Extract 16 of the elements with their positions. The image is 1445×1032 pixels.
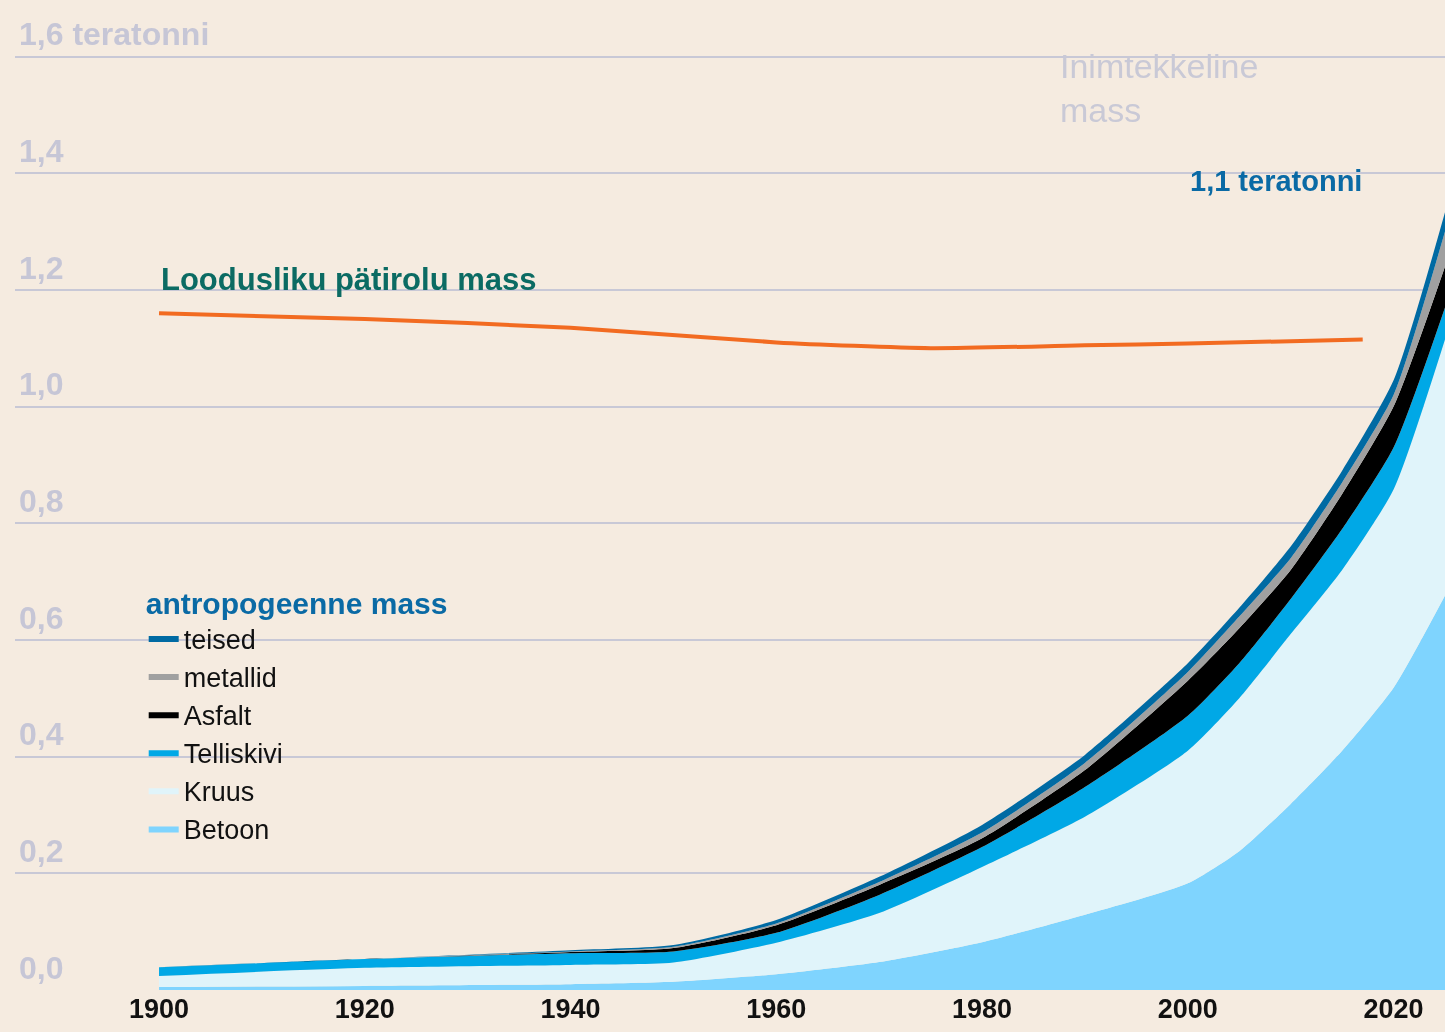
legend-label: teised — [183, 624, 256, 655]
legend-label: Betoon — [183, 815, 270, 845]
x-tick-label: 1920 — [334, 994, 395, 1024]
x-tick-label: 2020 — [1363, 994, 1424, 1024]
x-tick-label: 1940 — [540, 994, 601, 1024]
legend-title: antropogeenne mass — [145, 586, 448, 620]
x-tick-label: 1960 — [746, 994, 807, 1024]
legend-label: Kruus — [183, 776, 255, 807]
legend-label: Asfalt — [183, 700, 252, 731]
legend-label: metallid — [183, 662, 277, 693]
x-tick-label: 1980 — [952, 994, 1013, 1024]
legend-label: Telliskivi — [183, 738, 283, 769]
series-label: Loodusliku pätirolu mass — [161, 262, 537, 297]
x-tick-label: 2000 — [1157, 994, 1218, 1024]
x-tick-label: 1900 — [128, 994, 190, 1024]
annotation: 1,1 teratonni — [1190, 165, 1363, 197]
